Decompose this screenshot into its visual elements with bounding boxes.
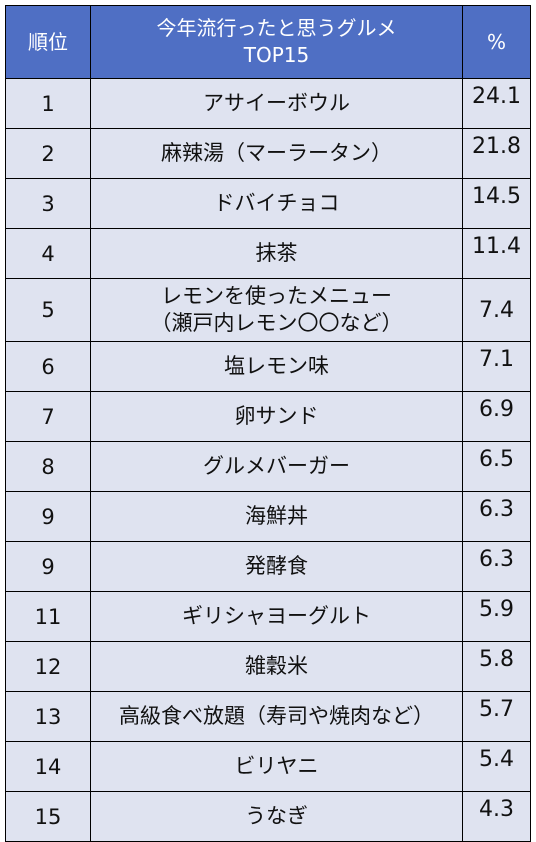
percent-cell: 6.3 bbox=[462, 491, 531, 542]
item-name-line: 海鮮丼 bbox=[245, 504, 308, 528]
percent-cell: 6.3 bbox=[462, 541, 531, 592]
item-name-line: 麻辣湯（マーラータン） bbox=[161, 141, 392, 165]
item-name-cell: アサイーボウル bbox=[90, 78, 463, 129]
percent-cell: 5.7 bbox=[462, 691, 531, 742]
item-name-line: （瀬戸内レモン〇〇など） bbox=[150, 311, 403, 335]
percent-cell: 14.5 bbox=[462, 178, 531, 229]
rank-cell: 7 bbox=[5, 391, 91, 442]
item-name-line: グルメバーガー bbox=[203, 454, 350, 478]
rank-cell: 14 bbox=[5, 741, 91, 792]
item-name-line: うなぎ bbox=[245, 804, 308, 828]
header-row: 順位 今年流行ったと思うグルメ TOP15 % bbox=[5, 5, 531, 79]
rank-cell: 8 bbox=[5, 441, 91, 492]
percent-cell: 11.4 bbox=[462, 228, 531, 279]
rank-cell: 2 bbox=[5, 128, 91, 179]
item-name-cell: 抹茶 bbox=[90, 228, 463, 279]
item-name-line: 雑穀米 bbox=[245, 654, 308, 678]
table-row: 1 アサイーボウル 24.1 bbox=[5, 78, 531, 129]
item-name-cell: 麻辣湯（マーラータン） bbox=[90, 128, 463, 179]
ranking-table: 順位 今年流行ったと思うグルメ TOP15 % 1 アサイーボウル 24.1 2 麻辣湯… bbox=[5, 5, 531, 842]
rank-cell: 3 bbox=[5, 178, 91, 229]
item-name-line: ギリシャヨーグルト bbox=[182, 604, 371, 628]
rank-cell: 12 bbox=[5, 641, 91, 692]
item-name-line: アサイーボウル bbox=[203, 91, 350, 115]
table-row: 8 グルメバーガー 6.5 bbox=[5, 441, 531, 492]
item-name-cell: 高級食べ放題（寿司や焼肉など） bbox=[90, 691, 463, 742]
table-row: 12 雑穀米 5.8 bbox=[5, 641, 531, 692]
table-row: 2 麻辣湯（マーラータン） 21.8 bbox=[5, 128, 531, 179]
rank-cell: 4 bbox=[5, 228, 91, 279]
table-row: 11 ギリシャヨーグルト 5.9 bbox=[5, 591, 531, 642]
header-rank: 順位 bbox=[5, 5, 91, 79]
item-name-line: ビリヤニ bbox=[234, 754, 319, 778]
table-row: 9 発酵食 6.3 bbox=[5, 541, 531, 592]
header-title-line1: 今年流行ったと思うグルメ bbox=[156, 16, 397, 40]
header-title: 今年流行ったと思うグルメ TOP15 bbox=[90, 5, 463, 79]
table-row: 13 高級食べ放題（寿司や焼肉など） 5.7 bbox=[5, 691, 531, 742]
item-name-cell: 卵サンド bbox=[90, 391, 463, 442]
item-name-cell: レモンを使ったメニュー （瀬戸内レモン〇〇など） bbox=[90, 278, 463, 342]
table-row: 15 うなぎ 4.3 bbox=[5, 791, 531, 842]
percent-cell: 6.5 bbox=[462, 441, 531, 492]
table-row: 6 塩レモン味 7.1 bbox=[5, 341, 531, 392]
item-name-line: 発酵食 bbox=[245, 554, 308, 578]
item-name-cell: ギリシャヨーグルト bbox=[90, 591, 463, 642]
item-name-cell: うなぎ bbox=[90, 791, 463, 842]
rank-cell: 6 bbox=[5, 341, 91, 392]
item-name-cell: ビリヤニ bbox=[90, 741, 463, 792]
rank-cell: 9 bbox=[5, 541, 91, 592]
rank-cell: 11 bbox=[5, 591, 91, 642]
rank-cell: 13 bbox=[5, 691, 91, 742]
item-name-line: 塩レモン味 bbox=[224, 354, 329, 378]
item-name-cell: 塩レモン味 bbox=[90, 341, 463, 392]
table-row: 4 抹茶 11.4 bbox=[5, 228, 531, 279]
item-name-cell: 発酵食 bbox=[90, 541, 463, 592]
percent-cell: 5.8 bbox=[462, 641, 531, 692]
rank-cell: 15 bbox=[5, 791, 91, 842]
table-row: 14 ビリヤニ 5.4 bbox=[5, 741, 531, 792]
item-name-cell: グルメバーガー bbox=[90, 441, 463, 492]
rank-cell: 9 bbox=[5, 491, 91, 542]
table-row: 5 レモンを使ったメニュー （瀬戸内レモン〇〇など） 7.4 bbox=[5, 278, 531, 342]
item-name-line: 卵サンド bbox=[234, 404, 319, 428]
item-name-line: 抹茶 bbox=[255, 241, 298, 265]
percent-cell: 4.3 bbox=[462, 791, 531, 842]
item-name-cell: ドバイチョコ bbox=[90, 178, 463, 229]
item-name-cell: 海鮮丼 bbox=[90, 491, 463, 542]
item-name-cell: 雑穀米 bbox=[90, 641, 463, 692]
header-percent: % bbox=[462, 5, 531, 79]
table-row: 7 卵サンド 6.9 bbox=[5, 391, 531, 442]
percent-cell: 7.4 bbox=[462, 278, 531, 342]
percent-cell: 21.8 bbox=[462, 128, 531, 179]
rank-cell: 5 bbox=[5, 278, 91, 342]
percent-cell: 24.1 bbox=[462, 78, 531, 129]
percent-cell: 6.9 bbox=[462, 391, 531, 442]
item-name-line: レモンを使ったメニュー bbox=[161, 284, 392, 308]
item-name-line: 高級食べ放題（寿司や焼肉など） bbox=[119, 704, 434, 728]
rank-cell: 1 bbox=[5, 78, 91, 129]
percent-cell: 5.9 bbox=[462, 591, 531, 642]
item-name-line: ドバイチョコ bbox=[213, 191, 340, 215]
percent-cell: 5.4 bbox=[462, 741, 531, 792]
percent-cell: 7.1 bbox=[462, 341, 531, 392]
header-title-line2: TOP15 bbox=[243, 43, 310, 67]
table-row: 9 海鮮丼 6.3 bbox=[5, 491, 531, 542]
table-row: 3 ドバイチョコ 14.5 bbox=[5, 178, 531, 229]
